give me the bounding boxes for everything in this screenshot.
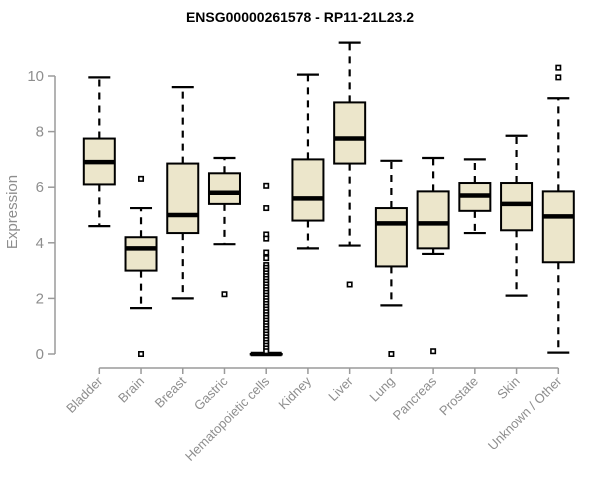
boxplot-bladder [82,76,116,228]
y-tick-label: 4 [36,235,44,252]
y-tick-label: 6 [36,179,44,196]
outlier-point [555,74,562,81]
iqr-box [166,162,200,235]
boxplot-liver [333,41,367,288]
x-tick-label-breast: Breast [152,373,189,410]
y-axis-title: Expression [4,175,21,249]
boxplot-skin [500,134,534,297]
outlier-point [263,249,270,256]
outlier-point [263,255,270,262]
boxplot-lung [374,159,408,357]
x-tick-label-unknown-other: Unknown / Other [485,373,565,453]
boxplot-gastric [207,156,241,298]
x-tick-label-prostate: Prostate [436,374,481,419]
boxplot-breast [166,86,200,300]
x-tick-label-lung: Lung [366,374,397,405]
iqr-box [207,172,241,205]
outlier-point [388,350,395,357]
iqr-box [124,236,158,272]
x-tick-label-brain: Brain [115,374,147,406]
iqr-box [416,190,450,250]
x-tick-label-skin: Skin [494,374,522,402]
iqr-box [541,190,575,264]
x-tick-label-bladder: Bladder [63,373,106,416]
y-tick-label: 2 [36,290,44,307]
y-axis: 0 2 4 6 8 10 [27,68,56,363]
boxplot-brain [124,175,158,357]
outlier-point [138,350,145,357]
iqr-box [500,182,534,232]
outlier-point [263,348,270,355]
x-tick-label-liver: Liver [325,373,356,404]
y-tick-label: 10 [27,68,44,85]
x-tick-label-gastric: Gastric [191,373,231,413]
outlier-point [263,182,270,189]
outlier-point [263,205,270,212]
outlier-point [555,64,562,71]
boxplot-hematopoietic-cells [249,182,283,357]
iqr-box [374,207,408,268]
outlier-point [263,235,270,242]
x-tick-label-kidney: Kidney [275,373,314,412]
y-tick-label: 8 [36,124,44,141]
y-tick-label: 0 [36,346,44,363]
boxplot-kidney [291,73,325,250]
chart-title: ENSG00000261578 - RP11-21L23.2 [186,9,414,25]
plot-area [82,41,575,357]
boxplot-unknown-other [541,64,575,354]
outlier-point [346,281,353,288]
iqr-box [291,158,325,222]
outlier-point [221,291,228,298]
outlier-point [430,348,437,355]
x-tick-label-pancreas: Pancreas [390,373,440,423]
iqr-box [333,101,367,165]
boxplot-prostate [458,158,492,235]
boxplot-pancreas [416,156,450,355]
outlier-point [138,175,145,182]
